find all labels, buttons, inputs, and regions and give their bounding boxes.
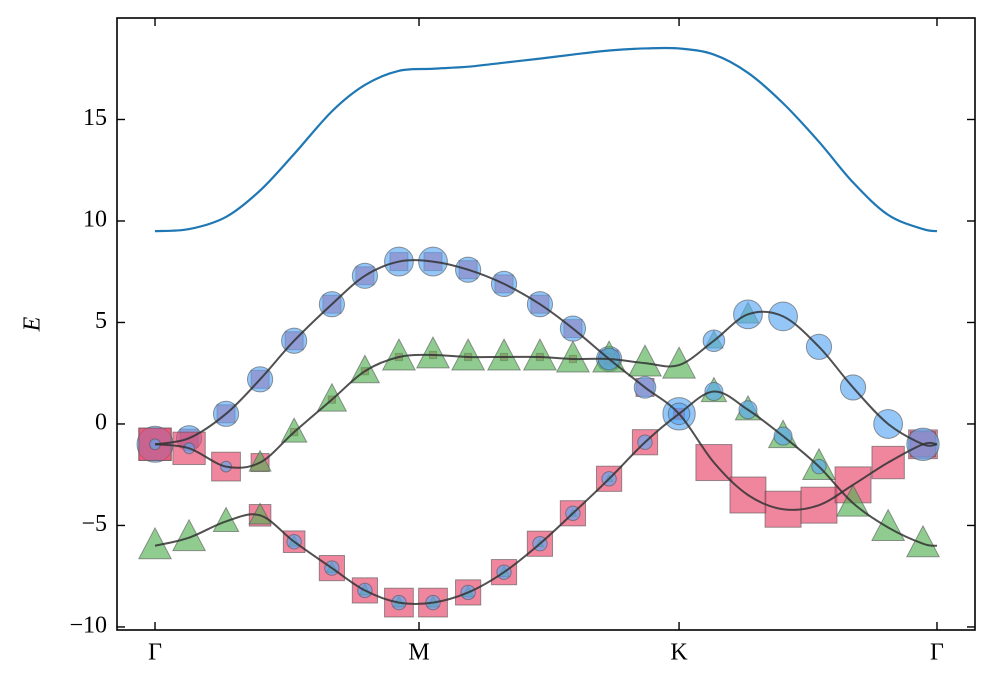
triangle-marker bbox=[555, 340, 590, 373]
top-band-line bbox=[154, 46, 938, 233]
y-tick-label: 10 bbox=[83, 206, 107, 232]
triangle-marker bbox=[172, 518, 207, 552]
band-line bbox=[154, 310, 938, 469]
triangle-marker bbox=[662, 346, 697, 379]
triangle-marker bbox=[627, 344, 663, 377]
triangle-marker bbox=[381, 338, 416, 371]
triangle-marker bbox=[451, 338, 486, 371]
triangle-marker bbox=[836, 484, 871, 517]
y-tick-label: 5 bbox=[95, 308, 107, 334]
triangle-marker bbox=[486, 338, 522, 371]
x-tick-label: Γ bbox=[930, 640, 944, 666]
triangle-marker bbox=[316, 382, 348, 412]
triangle-marker bbox=[522, 338, 557, 371]
triangle-marker bbox=[212, 506, 240, 532]
y-tick-label: 0 bbox=[95, 409, 107, 435]
triangle-marker bbox=[415, 336, 451, 369]
triangle-marker bbox=[280, 417, 308, 443]
y-tick-label: 15 bbox=[83, 105, 107, 131]
triangle-marker bbox=[871, 508, 906, 541]
band-line bbox=[154, 390, 938, 605]
y-axis-label: E bbox=[20, 316, 46, 332]
plot-frame bbox=[116, 17, 976, 631]
y-tick-label: −5 bbox=[81, 511, 107, 537]
x-tick-label: Γ bbox=[148, 640, 162, 666]
y-tick-label: −10 bbox=[69, 612, 107, 638]
band-line bbox=[154, 259, 938, 511]
triangle-marker bbox=[248, 449, 272, 472]
triangle-marker bbox=[905, 524, 941, 558]
x-tick-label: K bbox=[670, 640, 688, 666]
x-tick-label: M bbox=[408, 640, 429, 666]
square-marker bbox=[318, 554, 345, 582]
square-marker bbox=[800, 486, 838, 524]
